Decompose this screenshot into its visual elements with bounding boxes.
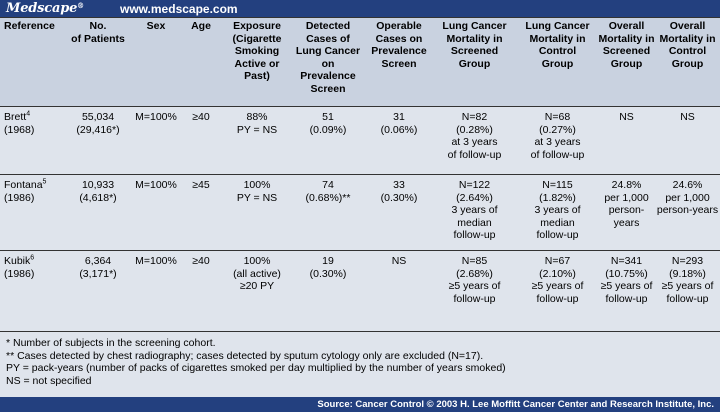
column-header: Overall Mortality in Screened Group [598, 20, 655, 70]
table-bottom-rule [0, 331, 720, 332]
table-cell: N=122 (2.64%) 3 years of median follow-up [451, 179, 498, 241]
table-cell: 55,034 (29,416*) [76, 111, 120, 136]
table-cell: NS [619, 111, 634, 123]
table-cell: M=100% [135, 111, 177, 123]
reference-cell: Fontana5 (1986) [4, 178, 47, 204]
table-cell: NS [680, 111, 695, 123]
table-cell: ≥40 [192, 255, 210, 267]
table-cell: M=100% [135, 255, 177, 267]
header-bottom-rule [0, 106, 720, 107]
header-row-background [0, 17, 720, 107]
table-cell: N=68 (0.27%) at 3 years of follow-up [530, 111, 585, 161]
medscape-logo[interactable]: Medscape® [6, 1, 84, 16]
table-cell: ≥45 [192, 179, 210, 191]
table-cell: N=85 (2.68%) ≥5 years of follow-up [448, 255, 501, 305]
column-header: Exposure (Cigarette Smoking Active or Past) [232, 20, 282, 82]
column-header: No. of Patients [71, 20, 125, 45]
table-cell: 24.8% per 1,000 person-years [604, 179, 649, 229]
row-divider [0, 174, 720, 175]
column-header: Lung Cancer Mortality in Screened Group [442, 20, 507, 70]
footnote-asterisk: * Number of subjects in the screening co… [6, 337, 216, 349]
table-cell: 10,933 (4,618*) [79, 179, 117, 204]
table-cell: N=115 (1.82%) 3 years of median follow-up [534, 179, 581, 241]
logo-text: Medscape [6, 1, 78, 16]
footnote-double-asterisk: ** Cases detected by chest radiography; … [6, 349, 484, 362]
table-cell: 74 (0.68%)** [305, 179, 351, 204]
column-header: Lung Cancer Mortality in Control Group [525, 20, 590, 70]
reference-cell: Brett4 (1968) [4, 110, 35, 136]
row-divider [0, 250, 720, 251]
column-header: Overall Mortality in Control Group [659, 20, 716, 70]
table-cell: N=82 (0.28%) at 3 years of follow-up [447, 111, 502, 161]
column-header: Reference [4, 20, 55, 32]
column-header: Operable Cases on Prevalence Screen [371, 20, 427, 70]
site-url[interactable]: www.medscape.com [120, 2, 238, 16]
footnote-not-specified: NS = not specified [6, 374, 92, 387]
table-cell: 51 (0.09%) [309, 111, 347, 136]
reference-superscript[interactable]: 4 [26, 110, 31, 118]
table-cell: 100% PY = NS [236, 179, 278, 204]
table-cell: NS [391, 255, 407, 267]
reference-cell: Kubik6 (1986) [4, 254, 35, 280]
table-cell: 88% PY = NS [236, 111, 278, 136]
table-cell: 19 (0.30%) [309, 255, 347, 280]
column-header: Age [191, 20, 211, 32]
table-cell: N=67 (2.10%) ≥5 years of follow-up [531, 255, 584, 305]
footnotes: * Number of subjects in the screening co… [6, 337, 506, 387]
footnote-pack-years: PY = pack-years (number of packs of ciga… [6, 362, 506, 374]
table-cell: 31 (0.06%) [380, 111, 418, 136]
column-header: Detected Cases of Lung Cancer on Prevalence S… [295, 20, 361, 95]
footer-bar: Source: Cancer Control © 2003 H. Lee Mof… [0, 397, 720, 412]
table-cell: 6,364 (3,171*) [79, 255, 117, 280]
table-cell: ≥40 [192, 111, 210, 123]
table-cell: N=341 (10.75%) ≥5 years of follow-up [600, 255, 653, 305]
table-cell: N=293 (9.18%) ≥5 years of follow-up [661, 255, 714, 305]
reference-superscript[interactable]: 5 [42, 178, 47, 186]
table-top-rule [0, 17, 720, 18]
table-cell: M=100% [135, 179, 177, 191]
table-cell: 33 (0.30%) [380, 179, 418, 204]
registered-mark: ® [77, 1, 84, 10]
table-cell: 100% (all active) ≥20 PY [233, 255, 281, 292]
column-header: Sex [146, 20, 166, 32]
table-cell: 24.6% per 1,000 person-years [656, 179, 719, 216]
reference-superscript[interactable]: 6 [30, 254, 35, 262]
source-credit: Source: Cancer Control © 2003 H. Lee Mof… [317, 399, 714, 410]
header-banner: Medscape® www.medscape.com [0, 0, 720, 17]
